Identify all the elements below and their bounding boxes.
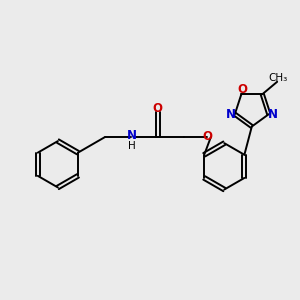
- Text: H: H: [128, 141, 135, 151]
- Text: CH₃: CH₃: [268, 73, 288, 82]
- Text: N: N: [226, 108, 236, 121]
- Text: O: O: [202, 130, 212, 143]
- Text: N: N: [268, 108, 278, 121]
- Text: O: O: [153, 102, 163, 115]
- Text: N: N: [126, 129, 136, 142]
- Text: O: O: [237, 83, 247, 96]
